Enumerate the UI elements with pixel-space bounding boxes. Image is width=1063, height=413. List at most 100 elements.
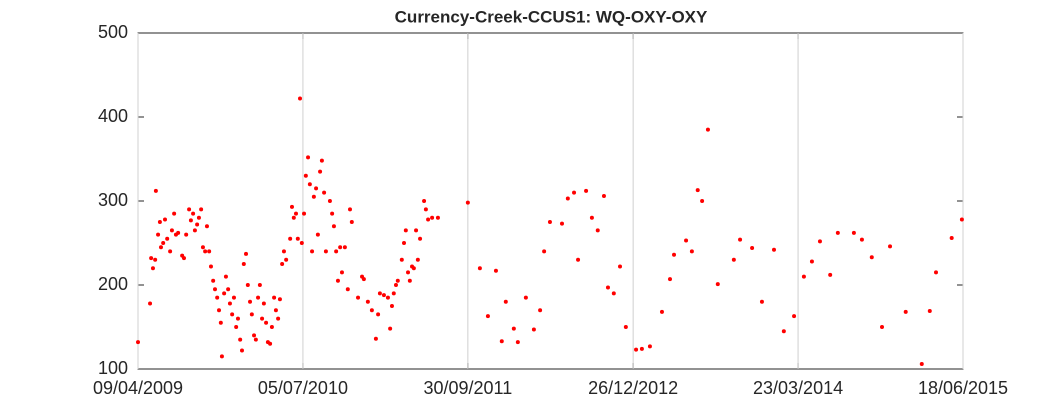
point xyxy=(158,245,163,250)
point xyxy=(334,249,339,254)
point xyxy=(204,224,209,229)
point xyxy=(318,169,323,174)
point xyxy=(465,200,470,205)
point xyxy=(234,325,239,329)
point xyxy=(503,299,508,304)
point xyxy=(223,274,228,279)
y-tick-label: 300 xyxy=(98,190,128,210)
point xyxy=(418,236,423,241)
point xyxy=(156,232,161,237)
point xyxy=(618,264,623,269)
point xyxy=(411,266,416,271)
point xyxy=(187,207,192,212)
point xyxy=(817,239,822,244)
point xyxy=(750,246,755,251)
point xyxy=(276,316,281,321)
point xyxy=(423,207,428,212)
point xyxy=(218,320,223,325)
point xyxy=(695,188,700,193)
point xyxy=(485,314,490,319)
point xyxy=(231,295,236,300)
point xyxy=(356,295,361,300)
point xyxy=(689,249,694,254)
point xyxy=(211,278,216,283)
point xyxy=(161,241,166,245)
point xyxy=(345,287,350,292)
point xyxy=(430,215,435,220)
point xyxy=(639,346,644,351)
point xyxy=(888,244,893,249)
point xyxy=(199,207,204,212)
point xyxy=(176,230,181,235)
point xyxy=(303,173,308,178)
point xyxy=(310,249,315,254)
point xyxy=(828,272,833,277)
point xyxy=(731,257,736,262)
point xyxy=(339,270,344,275)
point xyxy=(859,237,864,242)
point xyxy=(667,277,672,282)
point xyxy=(672,252,677,257)
point xyxy=(165,236,170,241)
point xyxy=(949,235,954,240)
point xyxy=(330,211,335,216)
point xyxy=(903,309,908,314)
y-tick-label: 200 xyxy=(98,274,128,294)
point xyxy=(241,262,246,266)
point xyxy=(153,257,158,262)
point xyxy=(291,215,296,220)
y-tick-label: 400 xyxy=(98,106,128,126)
point xyxy=(200,245,205,250)
point xyxy=(239,348,244,353)
point xyxy=(515,340,520,345)
point xyxy=(435,215,440,220)
point xyxy=(851,230,856,235)
point xyxy=(314,186,319,191)
point xyxy=(203,249,208,254)
point xyxy=(289,204,294,209)
point xyxy=(493,268,498,273)
point xyxy=(771,247,776,252)
point xyxy=(523,295,528,300)
point xyxy=(342,245,347,250)
y-tick-label: 100 xyxy=(98,358,128,378)
point xyxy=(252,333,257,338)
point xyxy=(192,228,197,233)
point xyxy=(572,190,577,195)
point xyxy=(547,220,552,224)
point xyxy=(919,361,924,366)
point xyxy=(188,218,193,223)
point xyxy=(407,278,412,283)
point xyxy=(792,314,797,319)
point xyxy=(422,199,427,203)
y-tick-label: 500 xyxy=(98,22,128,42)
point xyxy=(389,304,394,308)
point xyxy=(759,299,764,304)
point xyxy=(684,238,689,243)
point xyxy=(261,301,266,306)
point xyxy=(335,278,340,283)
point xyxy=(395,278,400,283)
point xyxy=(253,337,258,342)
point xyxy=(245,283,250,287)
point xyxy=(542,249,547,254)
point xyxy=(738,237,743,242)
point xyxy=(227,301,232,306)
point xyxy=(415,257,420,262)
point xyxy=(331,224,336,229)
x-tick-label: 09/04/2009 xyxy=(93,378,183,398)
point xyxy=(659,309,664,314)
point xyxy=(153,188,158,193)
point xyxy=(406,270,411,275)
point xyxy=(306,155,311,160)
point xyxy=(323,249,328,254)
point xyxy=(212,287,217,292)
point xyxy=(327,199,332,203)
point xyxy=(195,222,200,227)
point xyxy=(184,232,189,237)
point xyxy=(576,257,581,262)
point xyxy=(226,287,231,292)
point xyxy=(222,291,227,296)
point xyxy=(869,255,874,260)
